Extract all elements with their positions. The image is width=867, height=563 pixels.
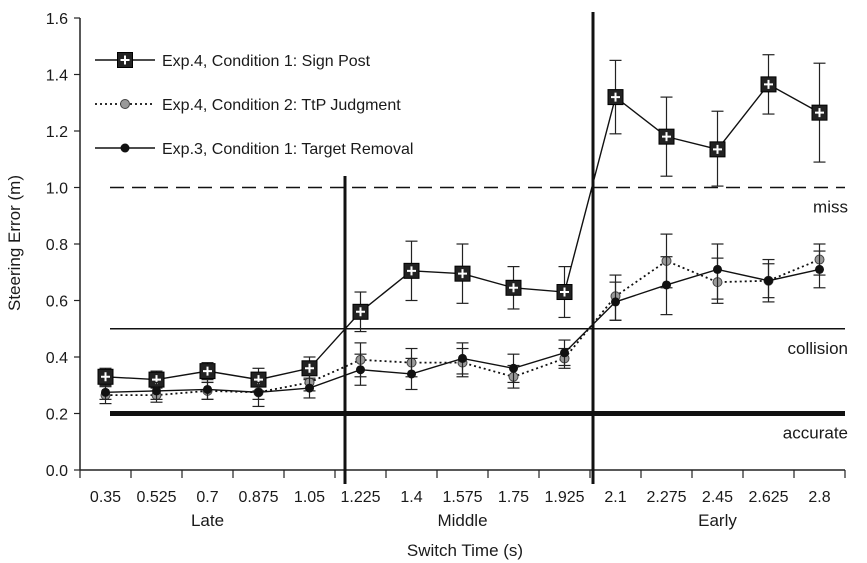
x-tick-label: 2.8 bbox=[808, 489, 830, 506]
x-tick-label: 0.7 bbox=[196, 489, 218, 506]
x-tick-label: 2.625 bbox=[748, 489, 788, 506]
marker-plus bbox=[101, 372, 110, 382]
black-circle-marker bbox=[560, 348, 569, 358]
marker-plus bbox=[764, 79, 773, 89]
black-circle-marker bbox=[662, 280, 671, 290]
black-circle-marker bbox=[203, 384, 212, 394]
black-circle-marker bbox=[356, 365, 365, 375]
legend-label: Exp.3, Condition 1: Target Removal bbox=[162, 141, 413, 158]
x-group-label: Middle bbox=[437, 511, 487, 530]
marker-plus bbox=[120, 55, 130, 65]
series-group bbox=[99, 243, 826, 408]
legend: Exp.4, Condition 1: Sign Post Exp.4, Cond… bbox=[95, 52, 413, 158]
black-circle-marker bbox=[305, 383, 314, 393]
marker-plus bbox=[815, 108, 824, 118]
black-circle-marker bbox=[458, 353, 467, 363]
y-tick-label: 0.6 bbox=[46, 294, 68, 311]
y-tick-label: 1.0 bbox=[46, 181, 68, 198]
black-circle-marker bbox=[101, 387, 110, 397]
y-tick-label: 1.2 bbox=[46, 124, 68, 141]
x-axis-label: Switch Time (s) bbox=[407, 541, 523, 560]
x-tick-label: 1.225 bbox=[340, 489, 380, 506]
gray-circle-marker bbox=[120, 99, 130, 109]
reference-lines: miss collision accurate bbox=[110, 186, 848, 443]
y-axis-label: Steering Error (m) bbox=[5, 175, 24, 311]
marker-plus bbox=[611, 92, 620, 102]
marker-plus bbox=[458, 269, 467, 279]
series-group bbox=[97, 54, 828, 392]
black-circle-marker bbox=[120, 143, 130, 153]
group-separators bbox=[343, 12, 595, 484]
y-tick-label: 0.0 bbox=[46, 463, 68, 480]
marker-plus bbox=[560, 287, 569, 297]
black-circle-marker bbox=[407, 369, 416, 379]
black-circle-marker bbox=[611, 297, 620, 307]
marker-plus bbox=[203, 366, 212, 376]
series-layer bbox=[97, 54, 828, 408]
black-circle-marker bbox=[815, 264, 824, 274]
y-tick-label: 0.2 bbox=[46, 407, 68, 424]
marker-plus bbox=[662, 132, 671, 142]
y-tick-label: 0.4 bbox=[46, 350, 68, 367]
black-circle-marker bbox=[713, 264, 722, 274]
x-tick-label: 1.05 bbox=[294, 489, 325, 506]
x-tick-label: 1.75 bbox=[498, 489, 529, 506]
legend-label: Exp.4, Condition 1: Sign Post bbox=[162, 53, 371, 70]
black-circle-marker bbox=[509, 363, 518, 373]
x-tick-label: 0.875 bbox=[238, 489, 278, 506]
y-tick-label: 1.4 bbox=[46, 68, 68, 85]
x-tick-label: 1.925 bbox=[544, 489, 584, 506]
marker-plus bbox=[509, 283, 518, 293]
x-tick-label: 2.45 bbox=[702, 489, 733, 506]
x-group-label: Late bbox=[191, 511, 224, 530]
x-tick-label: 2.275 bbox=[646, 489, 686, 506]
y-tick-label: 0.8 bbox=[46, 237, 68, 254]
x-tick-label: 0.525 bbox=[136, 489, 176, 506]
reference-line-label: accurate bbox=[783, 424, 848, 443]
reference-line-label: miss bbox=[813, 198, 848, 217]
marker-plus bbox=[305, 363, 314, 373]
black-circle-marker bbox=[764, 276, 773, 286]
x-tick-label: 0.35 bbox=[90, 489, 121, 506]
marker-plus bbox=[713, 144, 722, 154]
series-line bbox=[105, 83, 820, 381]
x-group-label: Early bbox=[698, 511, 737, 530]
marker-plus bbox=[407, 266, 416, 276]
legend-label: Exp.4, Condition 2: TtP Judgment bbox=[162, 97, 401, 114]
x-tick-label: 1.4 bbox=[400, 489, 422, 506]
black-circle-marker bbox=[152, 386, 161, 396]
axes: 0.0 0.2 0.4 0.6 0.8 1.0 1.2 1.4 1.6 0.35 0.525 0.7 0… bbox=[46, 11, 846, 530]
x-tick-label: 2.1 bbox=[604, 489, 626, 506]
x-tick-label: 1.575 bbox=[442, 489, 482, 506]
black-circle-marker bbox=[254, 387, 263, 397]
y-tick-label: 1.6 bbox=[46, 11, 68, 28]
reference-line-label: collision bbox=[788, 339, 848, 358]
marker-plus bbox=[356, 307, 365, 317]
